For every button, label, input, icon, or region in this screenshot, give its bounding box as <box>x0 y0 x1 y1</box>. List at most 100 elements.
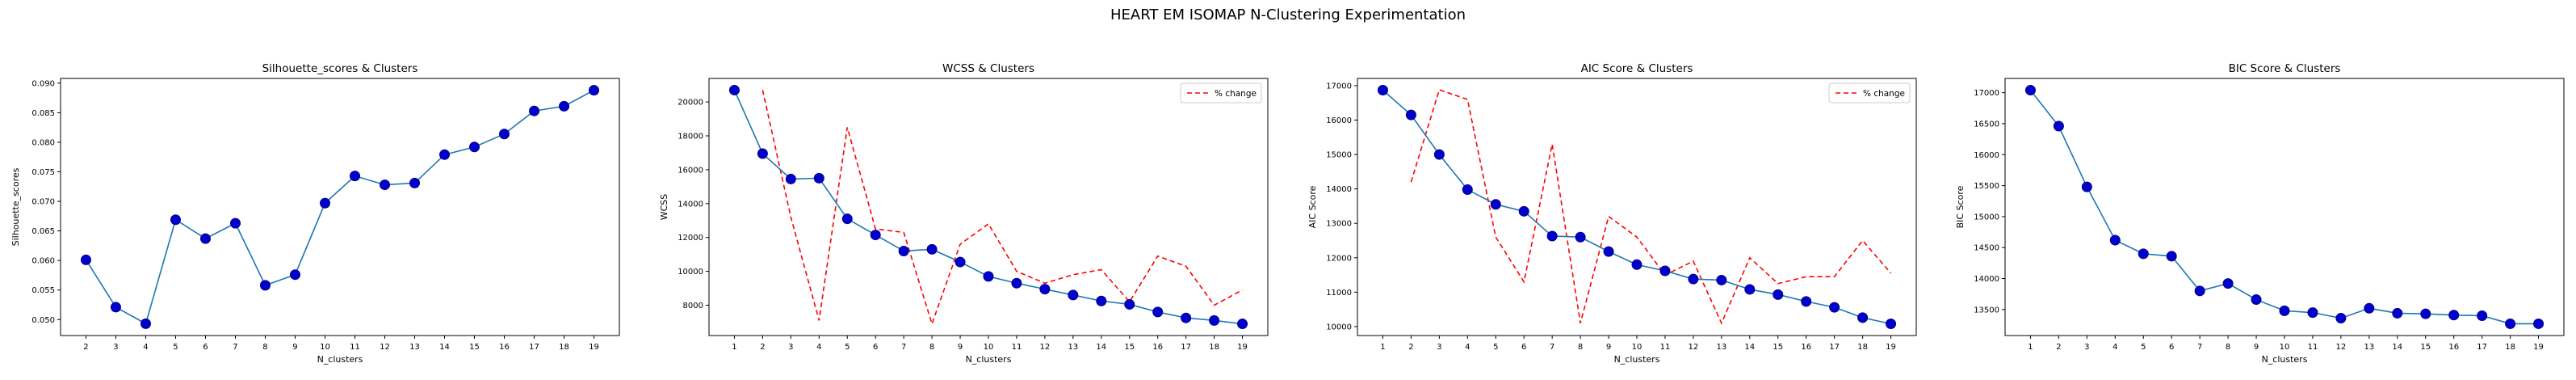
x-tick-label: 10 <box>984 343 994 352</box>
data-point <box>1237 319 1248 330</box>
data-point <box>2477 310 2488 321</box>
data-point <box>2194 285 2205 297</box>
data-point <box>1603 246 1614 257</box>
y-tick-label: 20000 <box>678 99 703 108</box>
x-tick-label: 10 <box>2280 343 2290 352</box>
x-tick-label: 3 <box>1437 343 1441 352</box>
data-point <box>728 84 740 95</box>
legend-label: % change <box>1215 89 1257 99</box>
y-tick-label: 11000 <box>1326 289 1352 298</box>
x-axis-label: N_clusters <box>317 354 363 365</box>
series-line <box>1382 89 1891 325</box>
data-point <box>2505 318 2516 329</box>
data-point <box>589 85 600 96</box>
legend: % change <box>1828 82 1911 103</box>
y-tick-label: 18000 <box>678 133 703 141</box>
y-tick-label: 16500 <box>1974 120 1999 129</box>
x-axis-label: N_clusters <box>966 354 1012 365</box>
data-point <box>439 149 451 160</box>
x-tick-label: 16 <box>1801 343 1811 352</box>
y-tick-label: 14000 <box>1974 275 1999 284</box>
x-tick-label: 4 <box>1465 343 1470 352</box>
y-tick-label: 12000 <box>1326 254 1352 263</box>
x-tick-label: 9 <box>292 343 297 352</box>
data-point <box>1039 284 1051 295</box>
data-point <box>2335 313 2347 324</box>
x-tick-label: 17 <box>2477 343 2487 352</box>
data-point <box>1433 149 1445 160</box>
x-tick-label: 8 <box>262 343 267 352</box>
data-point <box>140 318 151 329</box>
x-tick-label: 6 <box>203 343 208 352</box>
data-point <box>1744 284 1756 295</box>
x-axis-label: N_clusters <box>2262 354 2308 365</box>
x-tick-label: 13 <box>2364 343 2374 352</box>
x-tick-label: 6 <box>2169 343 2174 352</box>
x-tick-label: 5 <box>845 343 850 352</box>
data-point <box>229 217 241 229</box>
legend-box <box>1180 82 1262 103</box>
x-tick-label: 3 <box>113 343 118 352</box>
data-point <box>1546 230 1558 242</box>
data-point <box>870 230 881 241</box>
x-tick-label: 16 <box>1152 343 1163 352</box>
x-tick-label: 15 <box>1124 343 1135 352</box>
axes-frame <box>2004 78 2565 336</box>
y-tick-label: 0.050 <box>31 316 55 325</box>
data-point <box>380 179 391 191</box>
x-tick-label: 18 <box>2505 343 2515 352</box>
x-tick-label: 10 <box>1632 343 1643 352</box>
x-tick-label: 9 <box>2254 343 2259 352</box>
y-tick-label: 10000 <box>678 268 703 277</box>
data-point <box>559 100 570 112</box>
figure-title: HEART EM ISOMAP N-Clustering Experimenta… <box>1110 6 1466 23</box>
series-line <box>85 89 594 325</box>
x-tick-label: 19 <box>589 343 599 352</box>
data-point <box>1096 295 1107 306</box>
data-point <box>409 177 421 188</box>
x-tick-label: 16 <box>2448 343 2459 352</box>
data-point <box>926 243 938 255</box>
y-tick-label: 0.055 <box>31 286 55 295</box>
x-tick-label: 14 <box>1744 343 1755 352</box>
x-tick-label: 15 <box>469 343 480 352</box>
x-tick-label: 12 <box>1040 343 1051 352</box>
x-tick-label: 14 <box>1096 343 1106 352</box>
x-tick-label: 7 <box>1550 343 1554 352</box>
data-point <box>2448 310 2460 321</box>
series-line <box>2029 90 2539 325</box>
x-tick-label: 13 <box>1068 343 1078 352</box>
y-axis-label: AIC Score <box>1307 185 1318 228</box>
x-tick-label: 14 <box>439 343 450 352</box>
x-tick-label: 18 <box>1857 343 1868 352</box>
data-point <box>1801 296 1812 307</box>
x-tick-label: 19 <box>2533 343 2544 352</box>
y-tick-label: 13000 <box>1326 220 1352 229</box>
x-tick-label: 11 <box>1660 343 1671 352</box>
axes-frame <box>60 78 620 336</box>
data-point <box>350 171 361 182</box>
y-axis-label: Silhouette_scores <box>10 167 21 246</box>
y-tick-label: 0.090 <box>31 79 55 88</box>
x-tick-label: 11 <box>2308 343 2318 352</box>
y-tick-label: 17000 <box>1974 89 1999 98</box>
x-tick-label: 2 <box>2056 343 2061 352</box>
data-point <box>1857 312 1869 323</box>
data-point <box>813 172 824 184</box>
x-tick-label: 17 <box>1181 343 1191 352</box>
y-tick-label: 16000 <box>1326 116 1352 125</box>
x-tick-label: 18 <box>1209 343 1219 352</box>
y-tick-label: 15000 <box>1974 213 1999 222</box>
x-tick-label: 13 <box>409 343 420 352</box>
y-tick-label: 0.085 <box>31 109 55 118</box>
x-tick-label: 13 <box>1716 343 1726 352</box>
y-tick-label: 10000 <box>1326 323 1352 331</box>
x-tick-label: 1 <box>1380 343 1385 352</box>
x-tick-label: 4 <box>816 343 821 352</box>
data-point <box>2166 251 2177 262</box>
x-tick-label: 5 <box>173 343 178 352</box>
x-tick-label: 12 <box>1689 343 1699 352</box>
x-tick-label: 3 <box>788 343 793 352</box>
x-tick-label: 15 <box>2420 343 2431 352</box>
